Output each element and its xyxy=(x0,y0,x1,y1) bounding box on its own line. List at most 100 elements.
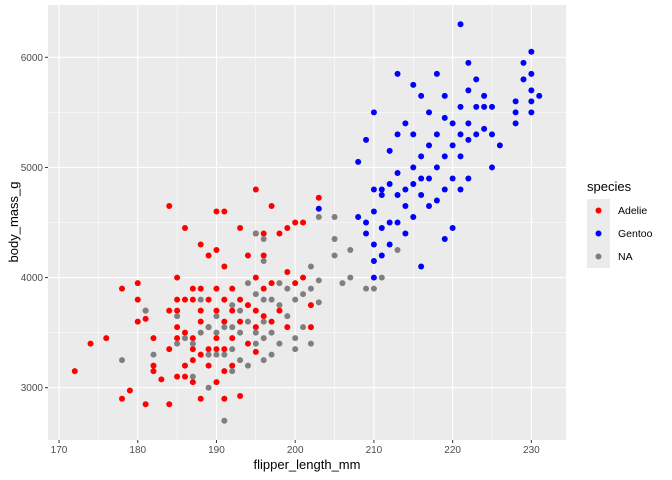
data-point-gentoo xyxy=(363,230,370,237)
data-point-gentoo xyxy=(433,70,440,77)
data-point-na xyxy=(229,324,236,331)
data-point-gentoo xyxy=(410,213,417,220)
data-point-na xyxy=(347,247,354,254)
data-point-gentoo xyxy=(370,274,377,281)
data-point-gentoo xyxy=(489,131,495,138)
x-tick-label: 210 xyxy=(366,445,383,456)
data-point-adelie xyxy=(174,307,181,314)
data-point-adelie xyxy=(252,348,259,355)
data-point-na xyxy=(347,274,354,281)
data-point-adelie xyxy=(205,362,212,369)
data-point-gentoo xyxy=(536,92,543,99)
data-point-gentoo xyxy=(520,76,527,83)
data-point-na xyxy=(221,324,228,331)
data-point-na xyxy=(331,236,338,243)
data-point-adelie xyxy=(237,318,244,325)
data-point-gentoo xyxy=(512,120,519,127)
data-point-adelie xyxy=(307,324,314,331)
data-point-gentoo xyxy=(418,263,425,270)
data-point-adelie xyxy=(221,395,228,402)
data-point-na xyxy=(244,362,251,369)
data-point-gentoo xyxy=(418,175,425,182)
data-point-na xyxy=(237,329,244,336)
data-point-adelie xyxy=(213,247,220,254)
data-point-gentoo xyxy=(410,180,417,187)
data-point-na xyxy=(363,285,370,292)
data-point-gentoo xyxy=(441,186,448,193)
data-point-na xyxy=(205,351,212,358)
data-point-adelie xyxy=(315,194,322,201)
data-point-gentoo xyxy=(473,76,480,83)
data-point-na xyxy=(260,335,267,342)
data-point-gentoo xyxy=(370,258,377,265)
data-point-gentoo xyxy=(386,147,393,154)
data-point-na xyxy=(300,291,307,298)
data-point-na xyxy=(213,351,220,358)
data-point-gentoo xyxy=(410,131,417,138)
data-point-na xyxy=(189,340,196,347)
data-point-gentoo xyxy=(473,131,480,138)
data-point-adelie xyxy=(166,202,173,209)
data-point-gentoo xyxy=(449,120,456,127)
data-point-adelie xyxy=(189,296,196,303)
data-point-adelie xyxy=(174,324,181,331)
y-tick-label: 3000 xyxy=(21,383,44,394)
x-tick-label: 220 xyxy=(444,445,461,456)
data-point-adelie xyxy=(197,285,204,292)
data-point-na xyxy=(181,335,188,342)
legend-key-na xyxy=(595,253,602,260)
data-point-gentoo xyxy=(386,180,393,187)
data-point-adelie xyxy=(71,368,78,375)
data-point-adelie xyxy=(134,296,141,303)
data-point-na xyxy=(268,329,275,336)
data-point-adelie xyxy=(300,219,307,226)
data-point-adelie xyxy=(221,296,228,303)
data-point-gentoo xyxy=(481,103,488,110)
data-point-adelie xyxy=(174,373,181,380)
data-point-adelie xyxy=(221,263,228,270)
data-point-na xyxy=(378,274,385,281)
data-point-gentoo xyxy=(457,103,464,110)
data-point-na xyxy=(315,299,322,306)
data-point-na xyxy=(150,351,157,358)
data-point-na xyxy=(237,307,244,314)
data-point-adelie xyxy=(181,296,188,303)
data-point-gentoo xyxy=(528,48,535,55)
data-point-adelie xyxy=(166,307,173,314)
data-point-gentoo xyxy=(528,109,535,116)
data-point-gentoo xyxy=(433,131,440,138)
data-point-adelie xyxy=(189,335,196,342)
data-point-na xyxy=(300,324,307,331)
data-point-adelie xyxy=(292,219,299,226)
data-point-na xyxy=(284,313,291,320)
data-point-gentoo xyxy=(433,197,440,204)
data-point-gentoo xyxy=(441,92,448,99)
data-point-gentoo xyxy=(433,164,440,171)
data-point-gentoo xyxy=(394,70,401,77)
y-tick-label: 4000 xyxy=(21,273,44,284)
data-point-adelie xyxy=(142,401,149,408)
data-point-gentoo xyxy=(370,109,377,116)
data-point-gentoo xyxy=(426,142,433,149)
data-point-adelie xyxy=(181,329,188,336)
x-tick-label: 170 xyxy=(51,445,68,456)
data-point-na xyxy=(221,351,228,358)
data-point-adelie xyxy=(126,387,133,394)
y-axis-ticks: 3000 4000 5000 6000 xyxy=(21,53,48,394)
data-point-gentoo xyxy=(418,153,425,160)
data-point-gentoo xyxy=(370,186,377,193)
data-point-na xyxy=(189,373,196,380)
data-point-adelie xyxy=(229,285,236,292)
data-point-na xyxy=(174,313,181,320)
data-point-gentoo xyxy=(426,109,433,116)
data-point-na xyxy=(315,277,322,284)
data-point-na xyxy=(229,302,236,309)
data-point-adelie xyxy=(134,318,141,325)
data-point-gentoo xyxy=(441,114,448,121)
data-point-gentoo xyxy=(378,186,385,193)
x-tick-label: 200 xyxy=(287,445,304,456)
data-point-adelie xyxy=(181,373,188,380)
data-point-gentoo xyxy=(370,208,377,215)
data-point-gentoo xyxy=(402,230,409,237)
legend-title: species xyxy=(587,179,632,194)
